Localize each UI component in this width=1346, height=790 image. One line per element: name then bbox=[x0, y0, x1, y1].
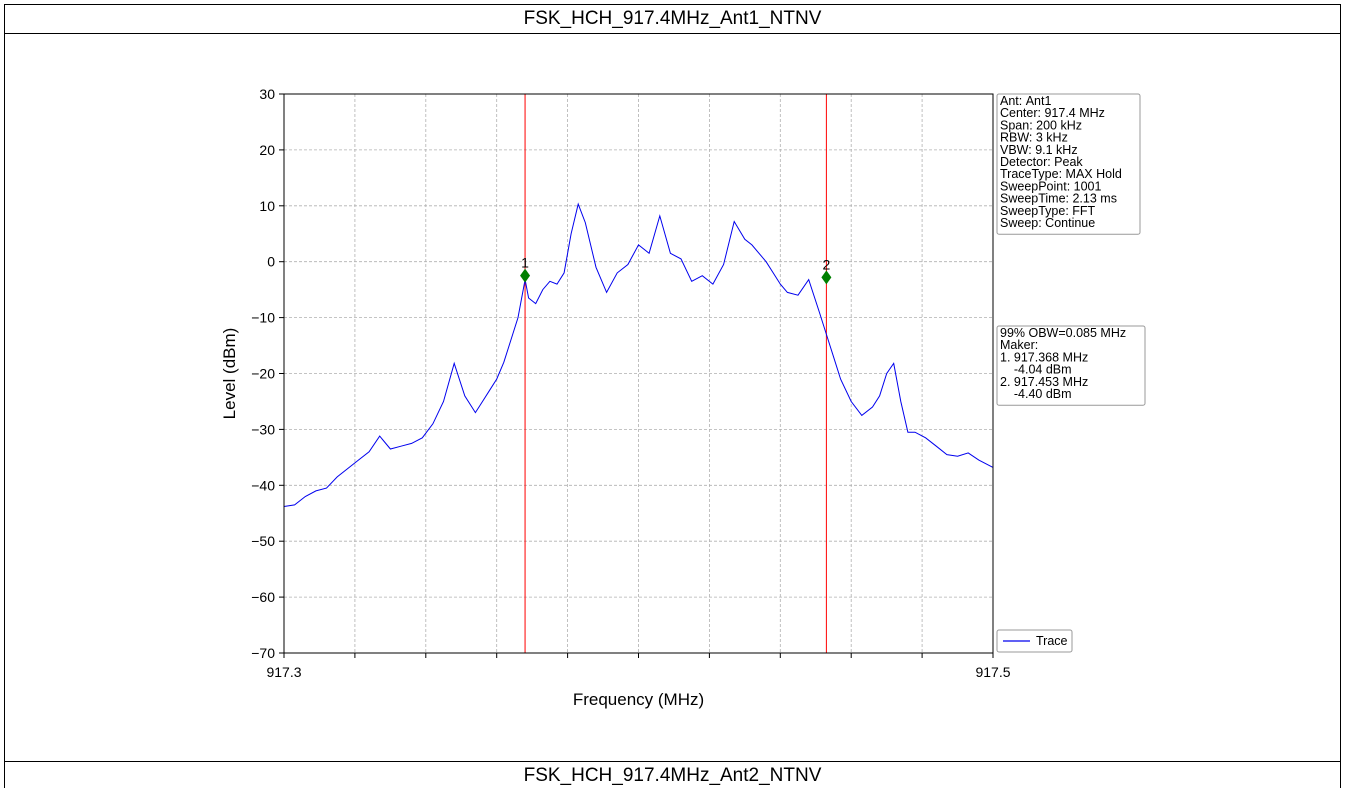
y-tick-label: −60 bbox=[251, 589, 275, 605]
obw-box-line: 2. 917.453 MHz bbox=[1000, 375, 1088, 389]
y-tick-label: −40 bbox=[251, 477, 275, 493]
y-tick-label: 20 bbox=[259, 142, 275, 158]
y-tick-label: 10 bbox=[259, 198, 275, 214]
info-box-line: SweepTime: 2.13 ms bbox=[1000, 192, 1117, 206]
marker-label-2: 2 bbox=[822, 256, 830, 272]
marker-diamond-1 bbox=[520, 268, 531, 283]
y-tick-label: −70 bbox=[251, 645, 275, 661]
obw-box-line: -4.04 dBm bbox=[1000, 363, 1072, 377]
axes: 30 20 10 0 −10 −20 −30 −40 −50 −60 −70 917.3 917.5 bbox=[251, 86, 1010, 680]
info-box-line: TraceType: MAX Hold bbox=[1000, 167, 1122, 181]
obw-box-line: -4.40 dBm bbox=[1000, 387, 1072, 401]
legend-label: Trace bbox=[1036, 634, 1068, 648]
marker-label-1: 1 bbox=[521, 255, 529, 271]
info-box-line: SweepType: FFT bbox=[1000, 204, 1096, 218]
info-box-line: SweepPoint: 1001 bbox=[1000, 179, 1102, 193]
info-box-line: VBW: 9.1 kHz bbox=[1000, 143, 1078, 157]
info-box-line: Ant: Ant1 bbox=[1000, 94, 1051, 108]
info-box-line: Span: 200 kHz bbox=[1000, 118, 1082, 132]
y-tick-label: −30 bbox=[251, 421, 275, 437]
x-tick-label: 917.3 bbox=[266, 664, 301, 680]
obw-box-line: 99% OBW=0.085 MHz bbox=[1000, 326, 1126, 340]
y-tick-label: 0 bbox=[267, 254, 275, 270]
obw-box-line: Maker: bbox=[1000, 338, 1038, 352]
report-frame: FSK_HCH_917.4MHz_Ant1_NTNV FSK_HCH_917.4… bbox=[4, 4, 1341, 788]
obw-box-frame bbox=[996, 325, 1146, 406]
info-box-line: Sweep: Continue bbox=[1000, 216, 1095, 230]
y-tick-label: 30 bbox=[259, 86, 275, 102]
x-axis-title: Frequency (MHz) bbox=[573, 690, 704, 709]
info-box-line: RBW: 3 kHz bbox=[1000, 131, 1068, 145]
info-box-line: Center: 917.4 MHz bbox=[1000, 106, 1105, 120]
y-tick-label: −10 bbox=[251, 310, 275, 326]
trace-line bbox=[283, 202, 994, 507]
y-tick-label: −20 bbox=[251, 366, 275, 382]
obw-box-line: 1. 917.368 MHz bbox=[1000, 350, 1088, 364]
marker-diamond-2 bbox=[821, 270, 832, 285]
y-axis-title: Level (dBm) bbox=[220, 328, 239, 420]
top-title: FSK_HCH_917.4MHz_Ant1_NTNV bbox=[5, 5, 1340, 34]
x-tick-label: 917.5 bbox=[975, 664, 1010, 680]
info-box-line: Detector: Peak bbox=[1000, 155, 1083, 169]
marker-lines bbox=[524, 94, 827, 653]
y-tick-label: −50 bbox=[251, 533, 275, 549]
info-box-frame bbox=[996, 93, 1141, 235]
bottom-title: FSK_HCH_917.4MHz_Ant2_NTNV bbox=[5, 761, 1340, 790]
grid bbox=[284, 94, 993, 653]
legend: Trace bbox=[996, 629, 1073, 653]
legend-frame bbox=[996, 629, 1073, 653]
